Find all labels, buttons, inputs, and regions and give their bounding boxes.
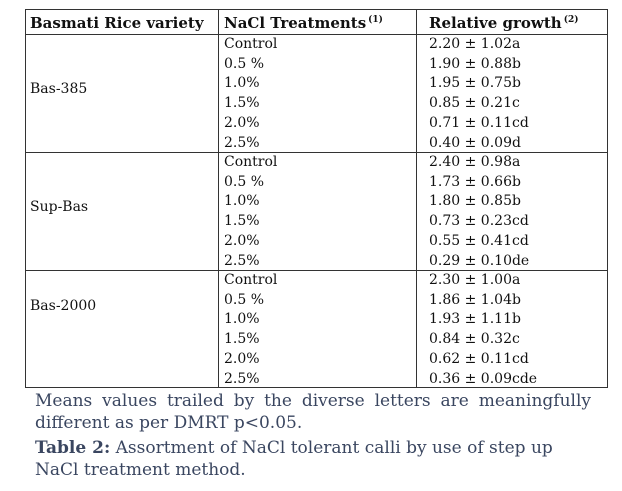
treatment-cell: 1.5% xyxy=(224,331,260,348)
growth-cell: 1.93 ± 1.11b xyxy=(429,311,521,328)
growth-cell: 0.71 ± 0.11cd xyxy=(429,114,529,131)
table-row: 2.5% 0.29 ± 0.10de xyxy=(26,252,607,272)
treatment-cell: Control xyxy=(224,36,278,52)
treatment-cell: 1.0% xyxy=(224,75,260,92)
table-row: 2.0% 0.55 ± 0.41cd xyxy=(26,232,607,252)
table-caption: Table 2: Assortment of NaCl tolerant cal… xyxy=(35,437,595,481)
note-line-1: Means values trailed by the diverse lett… xyxy=(35,391,591,411)
table-note: Means values trailed by the diverse lett… xyxy=(35,390,591,434)
table-row: Control 2.20 ± 1.02a xyxy=(26,35,607,55)
header-treatment-footnote: (1) xyxy=(368,15,383,25)
table-header: Basmati Rice variety NaCl Treatments (1) … xyxy=(26,10,607,35)
growth-cell: 0.85 ± 0.21c xyxy=(429,95,520,112)
table-row: 2.0% 0.62 ± 0.11cd xyxy=(26,350,607,370)
header-growth-footnote: (2) xyxy=(563,15,579,25)
growth-cell: 0.55 ± 0.41cd xyxy=(429,232,529,249)
growth-cell: 0.29 ± 0.10de xyxy=(429,252,530,269)
table-row: 0.5 % 1.73 ± 0.66b xyxy=(26,173,607,193)
header-growth: Relative growth (2) xyxy=(429,14,578,32)
table-row: 1.0% 1.93 ± 1.11b xyxy=(26,310,607,330)
caption-text: Assortment of NaCl tolerant calli by use… xyxy=(35,438,553,480)
treatment-cell: 2.0% xyxy=(224,232,260,249)
column-divider xyxy=(218,10,219,387)
treatment-cell: Control xyxy=(224,154,278,170)
growth-cell: 0.62 ± 0.11cd xyxy=(429,350,529,367)
table-row: 0.5 % 1.86 ± 1.04b xyxy=(26,291,607,311)
growth-cell: 0.73 ± 0.23cd xyxy=(429,213,529,230)
treatment-cell: 2.5% xyxy=(224,370,260,387)
header-treatment: NaCl Treatments (1) xyxy=(224,14,383,32)
variety-group: Sup-Bas Control 2.40 ± 0.98a 0.5 % 1.73 ± 0.… xyxy=(26,153,607,271)
variety-name: Bas-2000 xyxy=(30,298,97,314)
table-row: 1.0% 1.80 ± 0.85b xyxy=(26,192,607,212)
treatment-cell: 2.5% xyxy=(224,252,260,269)
variety-name: Bas-385 xyxy=(30,81,88,97)
table-row: 0.5 % 1.90 ± 0.88b xyxy=(26,55,607,75)
treatment-cell: 1.5% xyxy=(224,95,260,112)
treatment-cell: 0.5 % xyxy=(224,173,265,190)
header-growth-label: Relative growth xyxy=(429,14,562,32)
table-row: Control 2.30 ± 1.00a xyxy=(26,271,607,291)
growth-cell: 0.40 ± 0.09d xyxy=(429,134,521,151)
growth-cell: 1.80 ± 0.85b xyxy=(429,193,521,210)
note-line-2: different as per DMRT p<0.05. xyxy=(35,413,303,433)
variety-group: Bas-385 Control 2.20 ± 1.02a 0.5 % 1.90 ± 0.… xyxy=(26,35,607,153)
treatment-cell: 1.5% xyxy=(224,213,260,230)
growth-cell: 1.90 ± 0.88b xyxy=(429,55,521,72)
table-row: 2.5% 0.40 ± 0.09d xyxy=(26,134,607,154)
treatment-cell: 1.0% xyxy=(224,311,260,328)
growth-cell: 2.40 ± 0.98a xyxy=(429,154,521,170)
data-table: Basmati Rice variety NaCl Treatments (1) … xyxy=(25,9,608,388)
treatment-cell: 2.5% xyxy=(224,134,260,151)
growth-cell: 1.73 ± 0.66b xyxy=(429,173,521,190)
variety-group: Bas-2000 Control 2.30 ± 1.00a 0.5 % 1.86 ± 1… xyxy=(26,271,607,389)
caption-label: Table 2: xyxy=(35,438,111,458)
growth-cell: 2.20 ± 1.02a xyxy=(429,36,521,52)
table-row: 1.5% 0.84 ± 0.32c xyxy=(26,330,607,350)
treatment-cell: 0.5 % xyxy=(224,55,265,72)
header-variety: Basmati Rice variety xyxy=(30,14,204,32)
table-row: 2.5% 0.36 ± 0.09cde xyxy=(26,370,607,390)
variety-name: Sup-Bas xyxy=(30,199,89,215)
treatment-cell: 2.0% xyxy=(224,114,260,131)
treatment-cell: 1.0% xyxy=(224,193,260,210)
column-divider xyxy=(416,10,417,387)
treatment-cell: 2.0% xyxy=(224,350,260,367)
table-row: 1.5% 0.73 ± 0.23cd xyxy=(26,212,607,232)
growth-cell: 0.84 ± 0.32c xyxy=(429,331,520,348)
table-row: 2.0% 0.71 ± 0.11cd xyxy=(26,114,607,134)
growth-cell: 1.86 ± 1.04b xyxy=(429,291,521,308)
growth-cell: 2.30 ± 1.00a xyxy=(429,272,521,288)
treatment-cell: 0.5 % xyxy=(224,291,265,308)
header-treatment-label: NaCl Treatments xyxy=(224,14,367,32)
table-row: Control 2.40 ± 0.98a xyxy=(26,153,607,173)
treatment-cell: Control xyxy=(224,272,278,288)
growth-cell: 0.36 ± 0.09cde xyxy=(429,370,538,387)
growth-cell: 1.95 ± 0.75b xyxy=(429,75,521,92)
table-row: 1.0% 1.95 ± 0.75b xyxy=(26,74,607,94)
table-row: 1.5% 0.85 ± 0.21c xyxy=(26,94,607,114)
